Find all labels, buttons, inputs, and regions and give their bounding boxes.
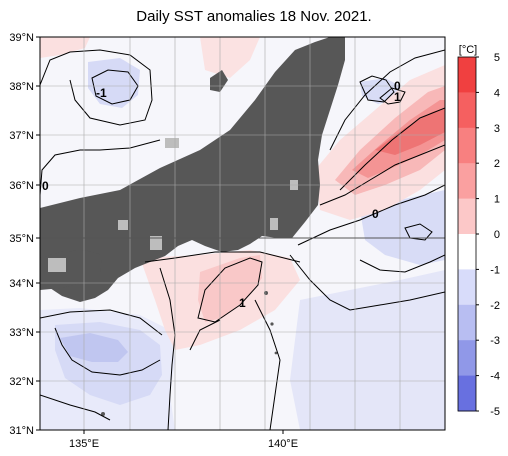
lat-tick-label: 34°N [9,278,34,290]
lon-tick-label: 140°E [268,438,298,450]
colorbar-tick-label: 3 [494,123,500,135]
colorbar-cell [458,127,476,146]
colorbar-tick-label: 1 [494,194,500,206]
contour-label: 0 [372,207,379,221]
colorbar-cell [458,180,476,200]
colorbar-cell [458,234,476,253]
contour-label: 1 [239,296,246,310]
colorbar-tick-label: -5 [490,406,500,418]
lat-tick-label: 37°N [9,130,34,142]
colorbar-cell [458,393,476,412]
missing-data-patch [150,236,162,250]
cool-anomaly-region [290,270,445,430]
lon-tick-label: 135°E [69,438,99,450]
warm-anomaly-region [40,37,90,58]
lat-tick-label: 33°N [9,327,34,339]
colorbar-cell [458,357,476,377]
island [274,351,278,355]
lat-tick-label: 36°N [9,180,34,192]
colorbar-tick-label: 4 [494,87,500,99]
cool-anomaly-region [88,58,140,108]
land-mass-sado [210,70,228,92]
colorbar-cell [458,269,476,288]
missing-data-patch [165,138,179,148]
colorbar-cell [458,92,476,111]
land-mass-honshu [40,37,345,302]
colorbar-cell [458,57,476,76]
cool-anomaly-region [60,333,128,362]
colorbar-cell [458,163,476,182]
colorbar-cell [458,340,476,359]
colorbar-cell [458,304,476,323]
colorbar-cell [458,216,476,235]
contour-label: 1 [394,90,401,104]
map-frame [39,36,446,431]
colorbar-tick-label: 0 [494,229,500,241]
colorbar: [°C] 5 4 3 2 1 0 -1 -2 -3 -4 -5 [457,44,500,418]
colorbar-tick-label: -2 [490,300,500,312]
latitude-axis: 39°N 38°N 37°N 36°N 35°N 34°N 33°N 32°N … [9,32,40,437]
lat-tick-label: 39°N [9,32,34,44]
contour-label: 0 [394,79,401,93]
lat-tick-label: 32°N [9,376,34,388]
warm-anomaly-region [198,255,262,322]
warm-anomaly-region [375,108,445,155]
contour-label: -1 [96,86,107,100]
colorbar-cell [458,375,476,394]
map-title: Daily SST anomalies 18 Nov. 2021. [136,8,372,25]
lat-tick-label: 38°N [9,81,34,93]
colorbar-cell [458,198,476,217]
contour-label: 0 [42,179,49,193]
island [101,412,105,416]
colorbar-cell [458,287,476,306]
colorbar-tick-label: 2 [494,158,500,170]
colorbar-tick-label: -3 [490,335,500,347]
lat-tick-label: 31°N [9,425,34,437]
colorbar-labels: 5 4 3 2 1 0 -1 -2 -3 -4 -5 [476,52,500,418]
longitude-axis: 135°E 140°E [69,430,298,450]
island [270,322,274,326]
colorbar-cell [458,322,476,341]
colorbar-cell [458,74,476,93]
colorbar-tick-label: -1 [490,264,500,276]
lat-tick-label: 35°N [9,233,34,245]
gridlines [40,37,445,430]
island [264,291,268,295]
map-field [40,37,445,430]
missing-data-patch [270,218,278,230]
colorbar-cell [458,145,476,164]
colorbar-cell [458,110,476,129]
colorbar-cell [458,251,476,270]
missing-data-patch [118,220,128,230]
colorbar-cells [458,57,476,412]
warm-anomaly-region [200,37,260,78]
colorbar-tick-label: -4 [490,371,500,383]
colorbar-unit: [°C] [459,44,477,56]
colorbar-tick-label: 5 [494,52,500,64]
missing-data-patch [48,258,66,272]
